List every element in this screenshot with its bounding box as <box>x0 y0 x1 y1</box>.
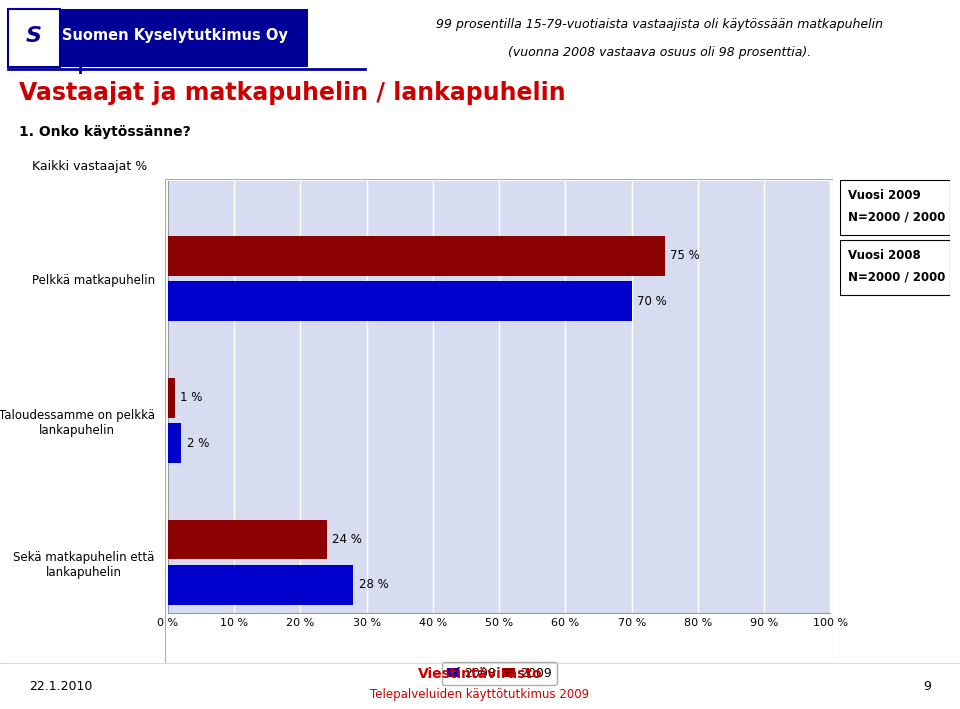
Text: Kaikki vastaajat %: Kaikki vastaajat % <box>32 160 147 173</box>
Text: N=2000 / 2000: N=2000 / 2000 <box>848 271 945 284</box>
Text: 9: 9 <box>924 680 931 693</box>
Bar <box>840 179 950 235</box>
Text: S: S <box>26 26 42 46</box>
Text: Telepalveluiden käyttötutkimus 2009: Telepalveluiden käyttötutkimus 2009 <box>371 688 589 700</box>
Text: 2 %: 2 % <box>186 437 209 450</box>
Text: N=2000 / 2000: N=2000 / 2000 <box>848 211 945 223</box>
Text: Viestintävirasto: Viestintävirasto <box>418 667 542 681</box>
Text: 75 %: 75 % <box>670 250 700 262</box>
Bar <box>168 236 664 276</box>
Bar <box>168 378 175 418</box>
Legend: 2008, 2009: 2008, 2009 <box>442 662 557 685</box>
Bar <box>8 9 308 67</box>
Bar <box>168 423 181 463</box>
Bar <box>168 520 327 559</box>
Bar <box>168 565 353 605</box>
Text: 1 %: 1 % <box>180 391 203 404</box>
Text: Vuosi 2008: Vuosi 2008 <box>848 249 921 262</box>
Bar <box>8 9 60 67</box>
Text: 1. Onko käytössänne?: 1. Onko käytössänne? <box>18 125 190 139</box>
Bar <box>840 240 950 296</box>
Bar <box>168 281 632 321</box>
Text: 28 %: 28 % <box>359 579 389 591</box>
Text: (vuonna 2008 vastaava osuus oli 98 prosenttia).: (vuonna 2008 vastaava osuus oli 98 prose… <box>509 46 811 59</box>
Text: 99 prosentilla 15-79-vuotiaista vastaajista oli käytössään matkapuhelin: 99 prosentilla 15-79-vuotiaista vastaaji… <box>437 18 883 31</box>
Text: 24 %: 24 % <box>332 533 362 546</box>
Text: Suomen Kyselytutkimus Oy: Suomen Kyselytutkimus Oy <box>62 28 288 43</box>
Text: 22.1.2010: 22.1.2010 <box>29 680 92 693</box>
Text: 70 %: 70 % <box>637 295 667 308</box>
Text: Vuosi 2009: Vuosi 2009 <box>848 189 921 202</box>
Text: Vastaajat ja matkapuhelin / lankapuhelin: Vastaajat ja matkapuhelin / lankapuhelin <box>18 81 565 105</box>
